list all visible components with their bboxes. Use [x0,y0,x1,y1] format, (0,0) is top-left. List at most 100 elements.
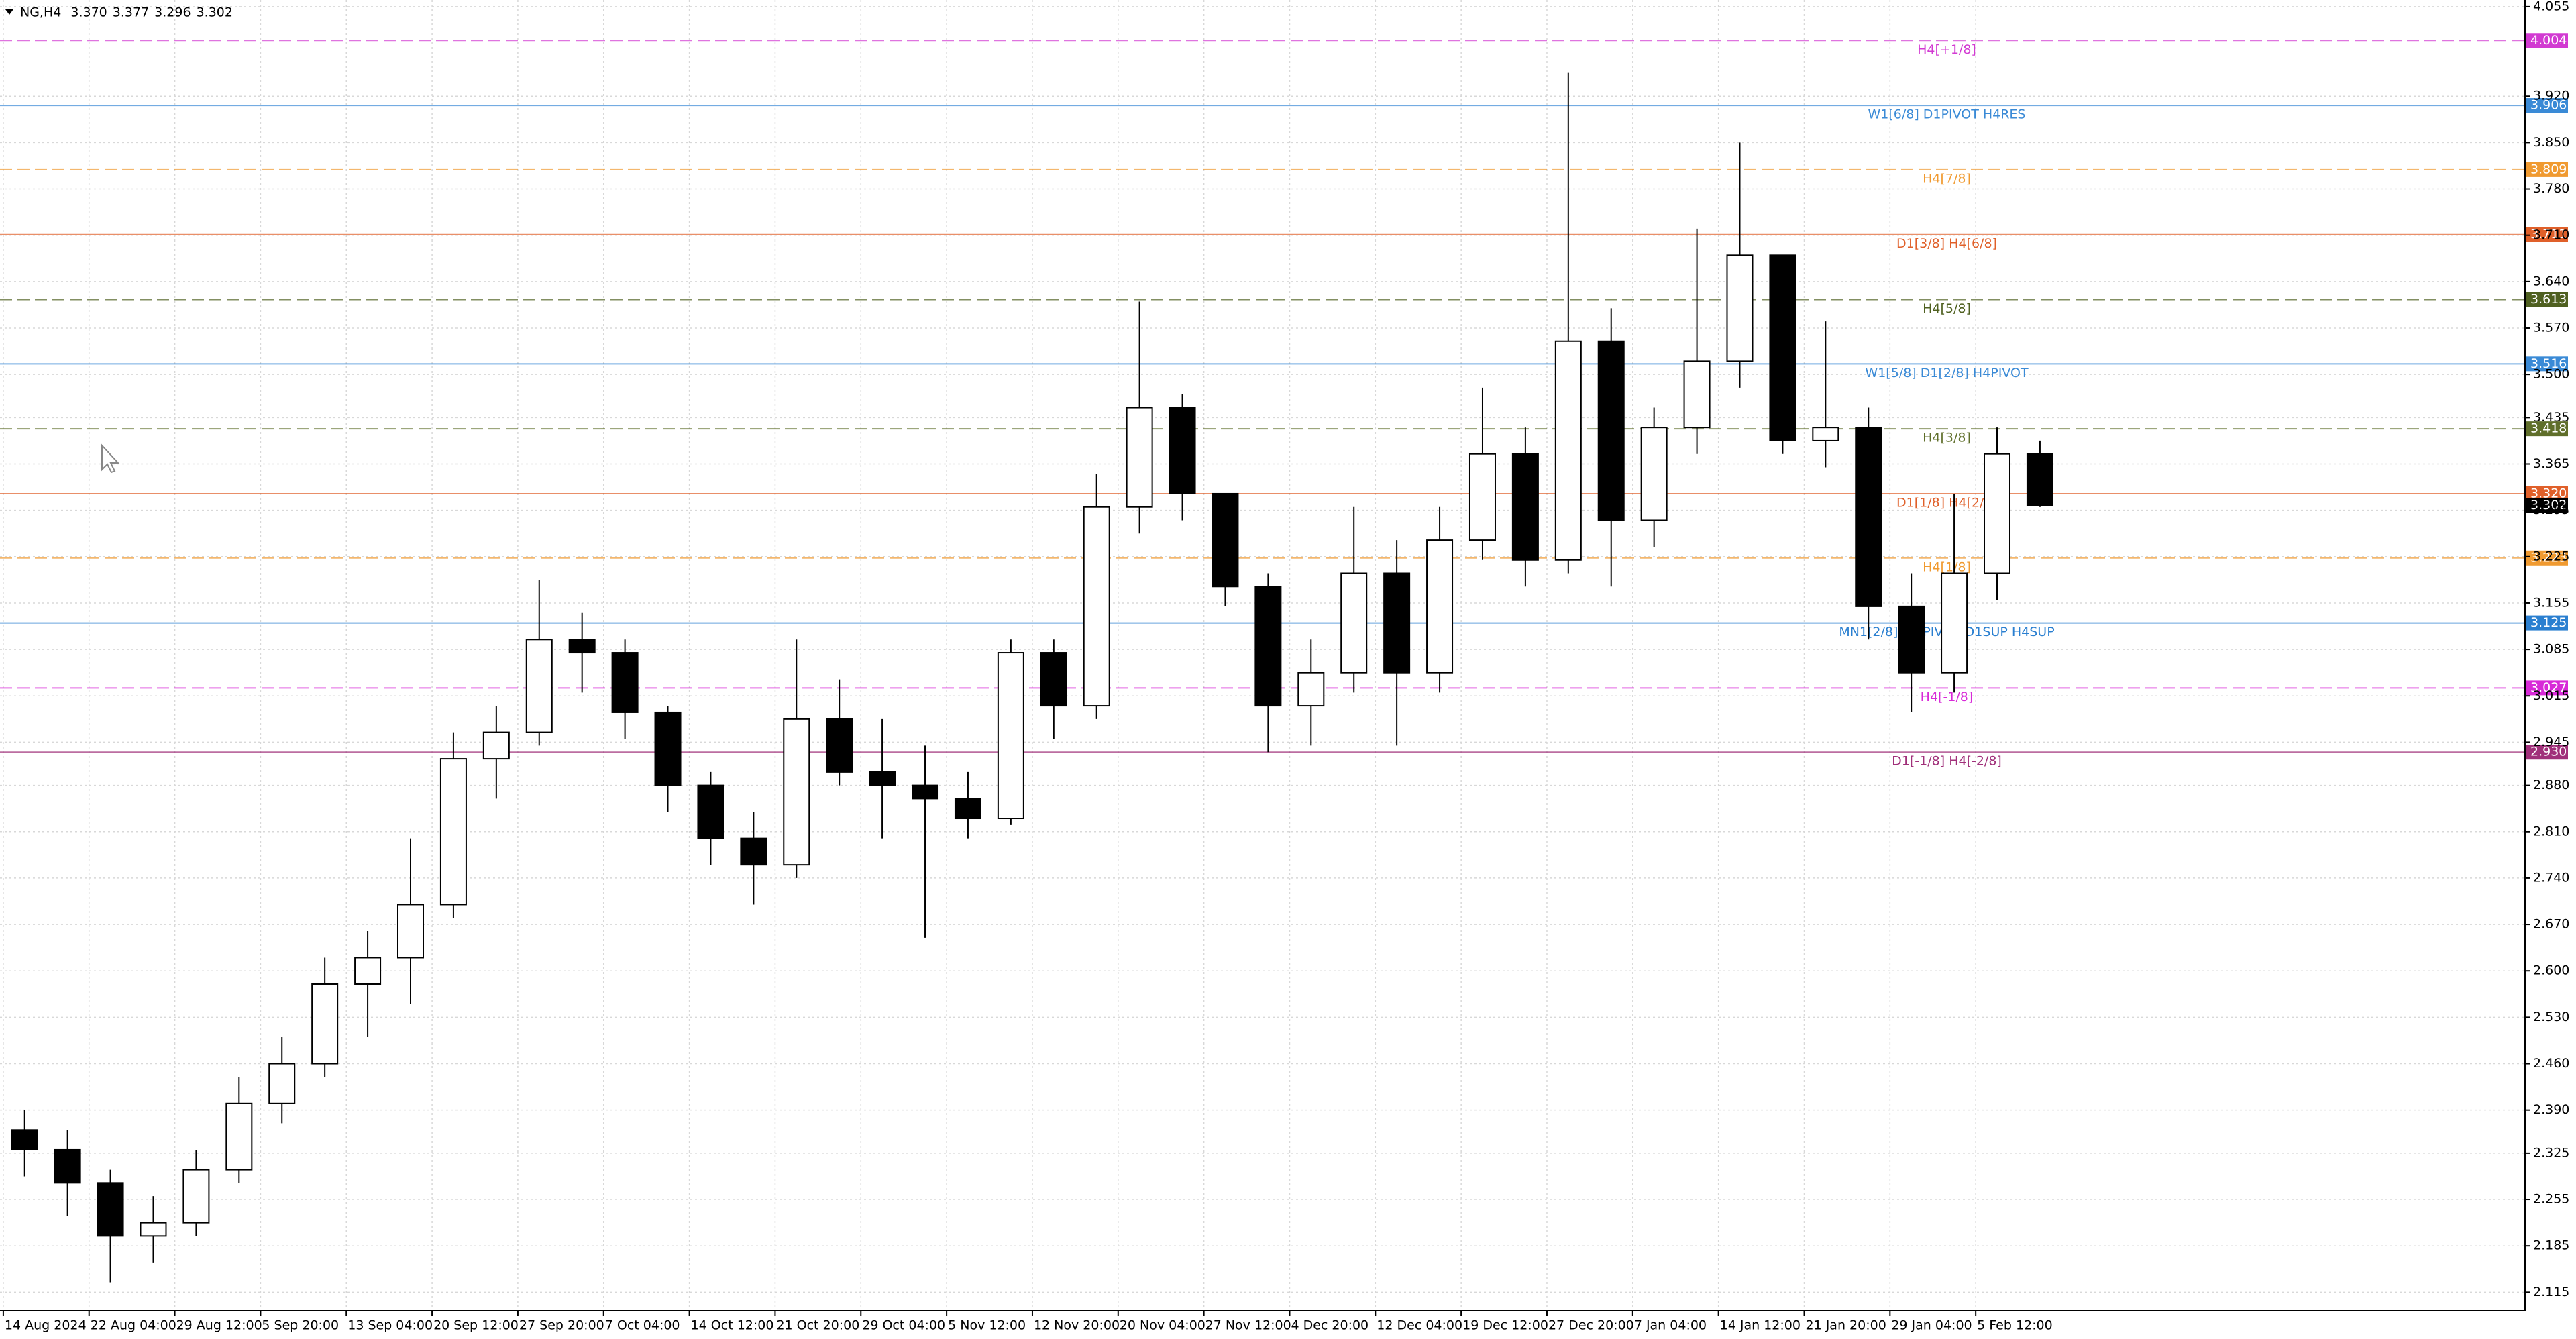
header-value: 3.302 [197,5,233,20]
level-price-box [2526,421,2568,437]
y-tick-label: 4.055 [2533,0,2569,13]
y-tick-label: 3.500 [2533,367,2569,382]
y-tick-label: 2.460 [2533,1056,2569,1071]
candle-body [2026,453,2053,506]
y-tick-label: 2.670 [2533,917,2569,932]
x-tick-label: 13 Sep 04:00 [347,1318,433,1333]
x-tick-label: 7 Jan 04:00 [1634,1318,1707,1333]
level-name: D1[3/8] H4[6/8] [1896,236,1997,251]
y-tick-label: 3.225 [2533,549,2569,564]
x-tick-label: 27 Dec 20:00 [1548,1318,1634,1333]
x-tick-label: 20 Sep 12:00 [433,1318,519,1333]
candle-body [225,1102,253,1171]
level-name: H4[7/8] [1923,171,1971,186]
candle-body [1812,427,1839,441]
x-tick-label: 21 Oct 20:00 [776,1318,859,1333]
x-tick-label: 29 Aug 12:00 [176,1318,262,1333]
y-tick-label: 3.015 [2533,688,2569,703]
candle-body [1426,539,1454,674]
x-tick-label: 27 Nov 12:00 [1205,1318,1291,1333]
candle-body [1941,572,1968,674]
level-name: H4[3/8] [1923,431,1971,445]
header-value: 3.377 [113,5,149,20]
y-tick-label: 2.945 [2533,735,2569,749]
level-price: 3.027 [2530,680,2567,695]
candle-body [1511,453,1539,561]
last-price-box [2526,498,2568,513]
x-tick-label: 4 Dec 20:00 [1291,1318,1368,1333]
y-tick-label: 3.640 [2533,274,2569,288]
candle-body [354,957,382,985]
candle-body [1297,672,1325,707]
level-price: 3.223 [2530,550,2567,565]
level-price-box [2526,98,2568,113]
level-name: H4[5/8] [1923,301,1971,316]
y-tick-label: 3.850 [2533,135,2569,150]
level-price-box [2526,745,2568,760]
level-price: 3.809 [2530,162,2567,176]
x-tick-label: 5 Nov 12:00 [948,1318,1026,1333]
candle-body [1126,407,1153,508]
y-tick-label: 3.920 [2533,89,2569,103]
candle-body [783,718,810,866]
x-tick-label: 29 Oct 04:00 [862,1318,945,1333]
candle-body [439,758,467,906]
candle-body [268,1063,296,1104]
level-name: H4[1/8] [1923,559,1971,574]
level-name: D1[-1/8] H4[-2/8] [1892,754,2002,769]
candle-body [654,711,682,786]
last-price-label: 3.302 [2530,498,2567,513]
candle-body [1212,492,1239,588]
y-tick-label: 2.115 [2533,1285,2569,1299]
x-tick-label: 14 Aug 2024 [5,1318,87,1333]
level-name: W1[6/8] D1PIVOT H4RES [1868,107,2025,122]
y-tick-label: 2.390 [2533,1102,2569,1117]
level-price: 3.320 [2530,486,2567,500]
candle-body [11,1129,38,1150]
level-name: D1[1/8] H4[2/8] [1896,495,1997,510]
level-price: 2.930 [2530,745,2567,759]
candle-body [1769,254,1796,441]
candle-body [1683,360,1711,429]
level-price: 3.418 [2530,421,2567,436]
candle-body [1083,506,1110,707]
level-price-box [2526,356,2568,372]
candle-body [869,771,896,786]
header-value: 3.296 [154,5,191,20]
y-tick-label: 3.570 [2533,320,2569,335]
candle-body [54,1148,81,1184]
candle-body [912,784,939,800]
x-tick-label: 22 Aug 04:00 [91,1318,176,1333]
candle-body [826,718,853,773]
x-tick-label: 7 Oct 04:00 [605,1318,680,1333]
menu-arrow [5,9,13,15]
candle-body [1468,453,1496,541]
y-tick-label: 2.325 [2533,1145,2569,1160]
x-tick-label: 21 Jan 20:00 [1805,1318,1886,1333]
level-price-box [2526,292,2568,307]
y-tick-label: 2.255 [2533,1192,2569,1207]
y-tick-label: 2.880 [2533,778,2569,792]
level-price: 3.613 [2530,292,2567,307]
candle-body [140,1222,167,1237]
candle-body [1169,407,1196,494]
y-tick-label: 3.085 [2533,642,2569,657]
header-symbol: NG,H4 [20,5,61,20]
candle-body [1984,453,2011,574]
level-price: 3.711 [2530,227,2567,242]
level-price: 3.125 [2530,615,2567,630]
y-tick-label: 2.810 [2533,824,2569,839]
levels: H4[+1/8] 4.004 W1[6/8] D1PIVOT H4RES 3.906 H… [0,33,2568,769]
candle-body [1898,605,1925,674]
level-name: H4[+1/8] [1917,42,1976,57]
candle-body [1554,340,1582,561]
candle-body [97,1182,124,1237]
x-tick-label: 29 Jan 04:00 [1891,1318,1972,1333]
level-price-box [2526,162,2568,177]
candle-body [997,652,1024,820]
candle-body [1597,340,1625,521]
x-tick-label: 12 Dec 04:00 [1377,1318,1462,1333]
